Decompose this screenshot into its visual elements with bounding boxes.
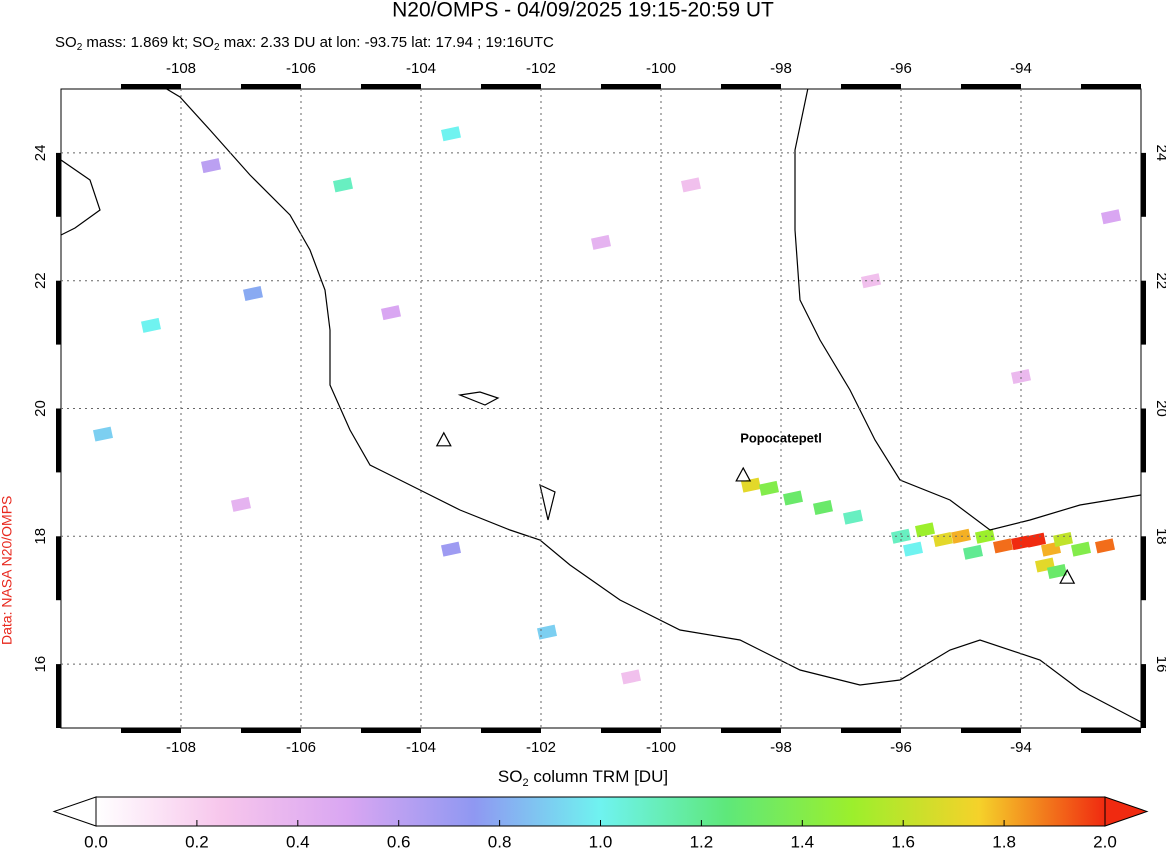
x-tick-label: -98	[770, 60, 792, 77]
so2-cell	[621, 669, 641, 685]
x-tick-label: -106	[286, 739, 316, 756]
so2-cell	[1011, 535, 1031, 551]
colorbar-tick-label: 1.2	[690, 832, 714, 851]
y-tick-label: 22	[32, 272, 49, 289]
colorbar-tick-label: 0.4	[286, 832, 310, 851]
so2-cell	[441, 541, 461, 557]
so2-cell	[681, 177, 701, 193]
so2-cell	[1095, 538, 1115, 554]
x-tick-label: -100	[646, 60, 676, 77]
y-tick-label: 18	[32, 528, 49, 545]
so2-cell	[1101, 209, 1121, 225]
so2-cell	[933, 531, 953, 547]
subtitle: SO2 mass: 1.869 kt; SO2 max: 2.33 DU at …	[55, 34, 554, 53]
so2-cell	[441, 126, 461, 142]
so2-cell	[141, 317, 161, 333]
volcano-marker	[1059, 568, 1076, 584]
so2-cell	[993, 538, 1013, 554]
y-tick-label: 22	[1153, 272, 1166, 289]
so2-cell	[1053, 531, 1073, 547]
so2-cell	[381, 305, 401, 321]
so2-cell	[963, 544, 983, 560]
so2-cell	[741, 477, 761, 493]
so2-cell	[537, 624, 557, 640]
x-tick-label: -100	[646, 739, 676, 756]
colorbar-label: SO2 column TRM [DU]	[498, 767, 668, 788]
x-tick-label: -108	[166, 60, 196, 77]
x-tick-label: -102	[526, 60, 556, 77]
colorbar-tick-label: 1.0	[589, 832, 613, 851]
volcano-label: Popocatepetl	[740, 430, 822, 445]
so2-cell	[1011, 369, 1031, 385]
colorbar-tick-label: 0.2	[185, 832, 209, 851]
colorbar-tick-label: 2.0	[1093, 832, 1117, 851]
coastline	[794, 89, 1141, 531]
y-tick-label: 20	[32, 400, 49, 417]
coastline	[61, 159, 101, 236]
so2-cell	[333, 177, 353, 193]
so2-cell	[231, 496, 251, 512]
x-tick-label: -106	[286, 60, 316, 77]
colorbar-tick-label: 1.6	[891, 832, 915, 851]
y-tick-label: 24	[1153, 145, 1166, 162]
colorbar-tick-label: 1.4	[790, 832, 814, 851]
x-tick-label: -96	[890, 60, 912, 77]
so2-cell	[1071, 541, 1091, 557]
island	[539, 483, 556, 521]
so2-cell	[813, 500, 833, 516]
colorbar-under	[52, 796, 97, 827]
title: N20/OMPS - 04/09/2025 19:15-20:59 UT	[392, 0, 774, 22]
y-tick-label: 16	[1153, 656, 1166, 673]
y-tick-label: 24	[32, 145, 49, 162]
x-tick-label: -104	[406, 60, 436, 77]
x-tick-label: -104	[406, 739, 436, 756]
x-tick-label: -94	[1010, 739, 1032, 756]
colorbar-tick-label: 0.8	[488, 832, 512, 851]
y-tick-label: 16	[32, 656, 49, 673]
so2-cell	[1047, 563, 1067, 579]
so2-cell	[201, 158, 221, 174]
so2-cell	[591, 234, 611, 250]
x-tick-label: -96	[890, 739, 912, 756]
coastline	[165, 89, 1141, 723]
colorbar-tick-label: 0.6	[387, 832, 411, 851]
colorbar-over	[1104, 796, 1149, 827]
volcano-marker	[735, 466, 752, 482]
colorbar-tick-label: 0.0	[84, 832, 108, 851]
so2-cell	[93, 426, 113, 442]
y-tick-label: 20	[1153, 400, 1166, 417]
so2-cell	[903, 541, 923, 557]
y-tick-label: 18	[1153, 528, 1166, 545]
credit: Data: NASA N20/OMPS	[0, 496, 15, 645]
x-tick-label: -102	[526, 739, 556, 756]
so2-cell	[243, 285, 263, 301]
island	[457, 391, 500, 406]
x-tick-label: -108	[166, 739, 196, 756]
so2-cell	[783, 490, 803, 506]
x-tick-label: -94	[1010, 60, 1032, 77]
so2-cell	[759, 480, 779, 496]
x-tick-label: -98	[770, 739, 792, 756]
so2-cell	[915, 522, 935, 538]
so2-cell	[843, 509, 863, 525]
volcano-marker	[435, 431, 452, 447]
colorbar-tick-label: 1.8	[992, 832, 1016, 851]
